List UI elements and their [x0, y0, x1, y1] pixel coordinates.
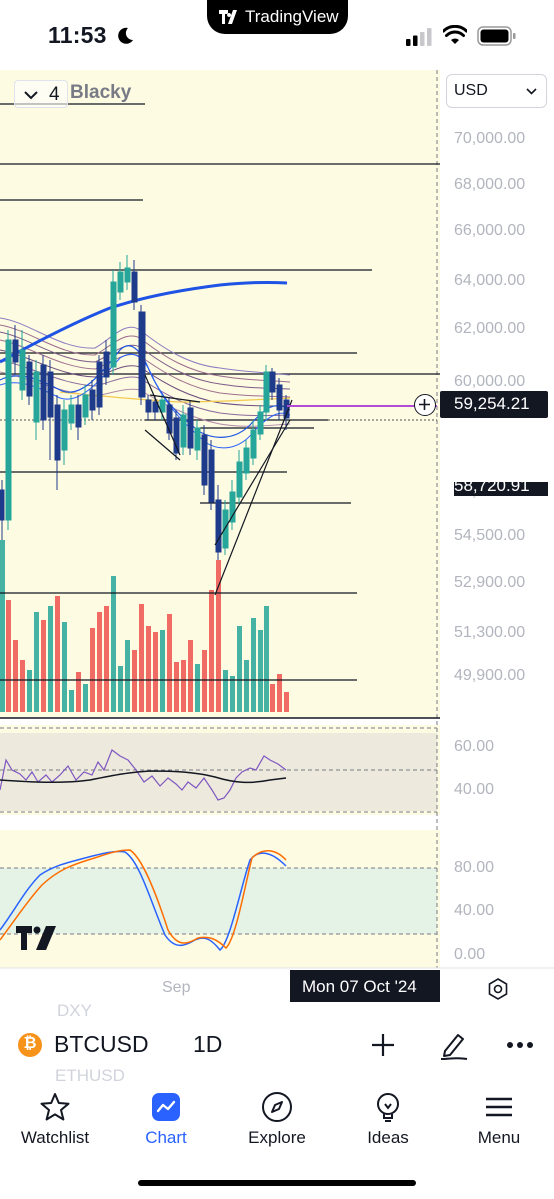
nav-menu[interactable]: Menu — [444, 1083, 554, 1163]
chevron-down-icon — [24, 91, 38, 100]
price-tick: 49,900.00 — [454, 667, 526, 684]
price-tick: 62,000.00 — [454, 320, 526, 337]
indicator-count: 4 — [49, 84, 60, 105]
tradingview-label: TradingView — [245, 7, 339, 26]
symbol-toolbar: DXY ₿ BTCUSD 1D ETHUSD — [0, 1001, 554, 1085]
nav-label: Menu — [477, 1128, 521, 1147]
chevron-down-icon — [526, 88, 537, 95]
tradingview-watermark-icon — [16, 926, 56, 950]
current-price: 59,254.21 — [454, 394, 530, 413]
nav-label: Watchlist — [20, 1128, 90, 1147]
wifi-icon — [443, 25, 467, 44]
drawing-pen-icon[interactable] — [437, 1029, 469, 1061]
currency-select[interactable]: USD — [446, 74, 547, 108]
price-tick: 51,300.00 — [454, 624, 526, 641]
status-bar: 11:53 TradingView — [0, 0, 554, 70]
nav-label: Ideas — [367, 1128, 409, 1147]
rsi-line — [0, 749, 287, 801]
nav-explore[interactable]: Explore — [222, 1083, 332, 1163]
status-time: 11:53 — [48, 22, 107, 48]
ghost-symbol-above: DXY — [57, 1001, 92, 1020]
price-tick: 70,000.00 — [454, 130, 526, 147]
nav-label: Explore — [248, 1128, 306, 1147]
hamburger-icon — [486, 1097, 512, 1117]
add-alert-plus-icon[interactable] — [414, 394, 436, 416]
home-indicator — [138, 1180, 416, 1186]
moon-icon — [118, 27, 133, 44]
lightbulb-icon — [377, 1093, 399, 1122]
price-tick: 52,900.00 — [454, 574, 526, 591]
chart-canvas[interactable] — [0, 70, 554, 1007]
nav-watchlist[interactable]: Watchlist — [0, 1083, 110, 1163]
rsi-band — [0, 733, 437, 811]
compass-icon — [262, 1092, 292, 1122]
tradingview-pill: TradingView — [207, 0, 348, 34]
indicator-name: Blacky — [70, 82, 132, 103]
plus-icon — [419, 399, 430, 410]
price-tick: 68,000.00 — [454, 176, 526, 193]
price-tick: 64,000.00 — [454, 272, 526, 289]
rsi-tick: 60.00 — [454, 738, 495, 755]
stoch-d-line — [0, 849, 287, 950]
underlying-price-label: 58,720.91 — [454, 482, 548, 496]
nav-ideas[interactable]: Ideas — [333, 1083, 443, 1163]
chart-settings-icon[interactable] — [486, 977, 510, 1001]
stoch-tick: 0.00 — [454, 946, 486, 963]
price-tick: 60,000.00 — [454, 373, 526, 390]
nav-label: Chart — [145, 1128, 187, 1147]
bottom-navigation: Watchlist Chart Explore Ideas Menu — [0, 1083, 554, 1199]
crosshair-date: Mon 07 Oct '24 — [302, 977, 417, 996]
candles — [0, 255, 290, 560]
price-tick: 66,000.00 — [454, 222, 526, 239]
more-options-icon[interactable] — [506, 1041, 534, 1049]
interval-selector[interactable]: 1D — [193, 1031, 223, 1057]
chart-area[interactable]: 70,000.00 68,000.00 66,000.00 64,000.00 … — [0, 70, 554, 1007]
indicator-legend-toggle[interactable]: 4 — [14, 80, 68, 108]
trendline-drawings — [144, 374, 293, 596]
x-axis-tick: Sep — [162, 979, 191, 996]
tradingview-logo-icon — [219, 10, 237, 24]
price-tick: 54,500.00 — [454, 527, 526, 544]
cellular-signal-icon — [406, 28, 432, 46]
rsi-ma-line — [0, 770, 287, 784]
chart-icon — [152, 1093, 180, 1121]
stoch-tick: 40.00 — [454, 902, 495, 919]
stoch-tick: 80.00 — [454, 859, 495, 876]
bitcoin-icon: ₿ — [18, 1033, 42, 1057]
stoch-band — [0, 868, 437, 934]
battery-icon — [477, 26, 516, 46]
nav-chart[interactable]: Chart — [111, 1083, 221, 1163]
currency-value: USD — [454, 82, 488, 99]
ghost-symbol-below: ETHUSD — [55, 1066, 125, 1085]
star-icon — [40, 1093, 70, 1121]
current-price-badge: 59,254.21 — [440, 391, 548, 418]
symbol-selector[interactable]: BTCUSD — [54, 1031, 149, 1057]
stoch-k-line — [0, 850, 287, 952]
add-icon[interactable] — [370, 1032, 396, 1058]
rsi-tick: 40.00 — [454, 781, 495, 798]
crosshair-date-badge: Mon 07 Oct '24 — [290, 970, 440, 1002]
volume-bars — [0, 540, 289, 712]
